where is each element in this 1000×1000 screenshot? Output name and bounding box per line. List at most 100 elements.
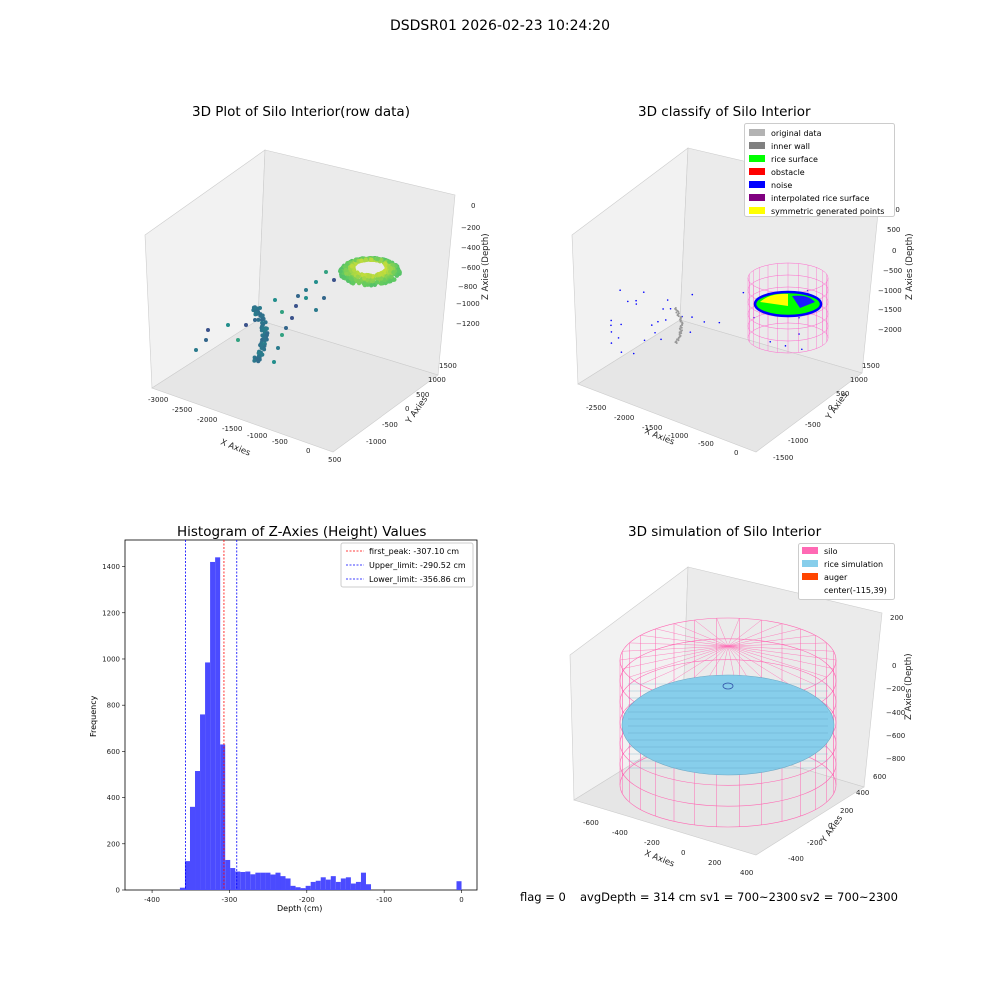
noise-point: [798, 316, 800, 319]
p1-xtick-7: 500: [328, 456, 341, 464]
p1-xtick-3: -1500: [222, 425, 242, 433]
raw-data-point: [355, 274, 361, 280]
p2-ytick-0: -1500: [773, 454, 793, 462]
silo-roof-wire: [629, 645, 729, 678]
raw-data-point: [363, 257, 368, 263]
panel3-plot: -400 -300 -200 -100 0 0 200 400 600 800 1000 1200 14…: [89, 539, 478, 913]
inner-wall-point: [680, 326, 683, 329]
p1-xtick-1: -2500: [172, 406, 192, 414]
y-tick-label: 1400: [102, 563, 120, 571]
p1-ytick-3: 500: [416, 391, 429, 399]
histogram-bar: [365, 884, 372, 890]
p2-xtick-2: -1500: [642, 424, 662, 432]
histogram-bar: [215, 557, 221, 890]
p4-xtick-1: -400: [612, 829, 628, 837]
x-tick-label: -200: [299, 896, 315, 904]
histogram-bar: [325, 879, 331, 890]
p1-ytick-5: 1500: [439, 362, 457, 370]
legend-swatch: [749, 194, 765, 201]
inner-wall-point: [677, 310, 680, 313]
raw-data-point: [280, 310, 284, 314]
p2-xtick-3: -1000: [668, 432, 688, 440]
x-tick-label: -100: [376, 896, 392, 904]
legend-swatch: [802, 573, 818, 580]
raw-data-point: [342, 275, 347, 280]
p1-ytick-0: -1000: [366, 438, 386, 446]
panel3-legend: first_peak: -307.10 cm Upper_limit: -290…: [340, 542, 474, 588]
noise-point: [610, 319, 612, 322]
noise-point: [610, 324, 612, 327]
raw-data-point: [256, 359, 261, 364]
noise-point: [662, 308, 664, 310]
raw-data-point: [383, 261, 388, 267]
x-tick-label: -300: [221, 896, 237, 904]
histogram-bar: [290, 885, 296, 890]
inner-wall-point: [675, 342, 678, 344]
silo-roof-wire: [727, 628, 801, 647]
noise-point: [769, 340, 772, 343]
noise-cluster: [792, 295, 815, 308]
p4-xtick-4: 200: [708, 859, 721, 867]
legend-label: inner wall: [771, 142, 810, 151]
silo-roof-wire: [727, 645, 834, 669]
raw-data-point: [388, 278, 393, 284]
p1-ztick-2: −400: [461, 244, 480, 252]
histogram-bar: [305, 885, 311, 890]
legend-lower-limit: Lower_limit: -356.86 cm: [369, 575, 466, 584]
p1-ztick-6: −1200: [456, 320, 480, 328]
inner-wall-point: [677, 339, 680, 342]
raw-data-point: [359, 258, 364, 263]
raw-data-point: [379, 281, 384, 286]
noise-point: [635, 303, 638, 305]
histogram-bar: [335, 881, 341, 890]
p2-ytick-3: 0: [828, 404, 832, 412]
y-tick-label: 1200: [102, 609, 120, 617]
legend-upper-limit: Upper_limit: -290.52 cm: [369, 561, 466, 570]
p4-xlabel: X Axies: [643, 849, 676, 870]
raw-data-point: [256, 351, 261, 356]
histogram-bar: [250, 874, 256, 890]
silo-roof-wire: [640, 645, 729, 685]
raw-data-point: [252, 358, 257, 363]
noise-point: [642, 291, 645, 293]
p2-ytick-2: -500: [805, 421, 821, 429]
inner-wall-point: [677, 337, 680, 340]
center-marker: [722, 682, 734, 690]
raw-data-point: [338, 269, 343, 274]
silo-roof-wire: [629, 642, 729, 647]
p1-ytick-4: 1000: [428, 376, 446, 384]
raw-data-point: [351, 267, 357, 273]
p1-ztick-5: −1000: [456, 300, 480, 308]
panel2-point-cloud: [610, 262, 829, 355]
p2-ztick-1: 0: [892, 247, 896, 255]
p4-ztick-3: −400: [886, 709, 905, 717]
legend-swatch: [749, 155, 765, 162]
panel4-title: 3D simulation of Silo Interior: [628, 524, 822, 540]
p2-xtick-0: -2500: [586, 404, 606, 412]
histogram-bar: [350, 883, 356, 890]
histogram-bar: [456, 881, 462, 890]
noise-point: [610, 342, 613, 344]
raw-data-point: [377, 271, 383, 277]
panel1-plot: -3000 -2500 -2000 -1500 -1000 -500 0 500…: [144, 149, 491, 464]
noise-point: [703, 321, 706, 323]
raw-data-point: [361, 281, 367, 287]
histogram-bar: [210, 561, 216, 890]
p1-ztick-4: −800: [458, 283, 477, 291]
p1-xlabel: X Axies: [219, 438, 252, 459]
legend-label: original data: [771, 129, 822, 138]
histogram-vlines: [185, 540, 238, 890]
panel4-legend: silo rice simulation auger center(-115,39): [798, 543, 895, 600]
raw-data-point: [366, 274, 371, 279]
noise-point: [657, 320, 659, 323]
y-tick-label: 800: [107, 702, 120, 710]
p4-ytick-3: 200: [840, 807, 853, 815]
panel1-point-cloud: [194, 255, 402, 364]
legend-label: noise: [771, 181, 792, 190]
p2-zlabel: Z Axies (Depth): [905, 233, 915, 300]
histogram-bar: [280, 876, 286, 890]
inner-wall-point: [675, 311, 678, 314]
inner-wall-point: [678, 331, 681, 334]
p4-ztick-2: −200: [886, 685, 905, 693]
histogram-bar: [260, 872, 266, 890]
